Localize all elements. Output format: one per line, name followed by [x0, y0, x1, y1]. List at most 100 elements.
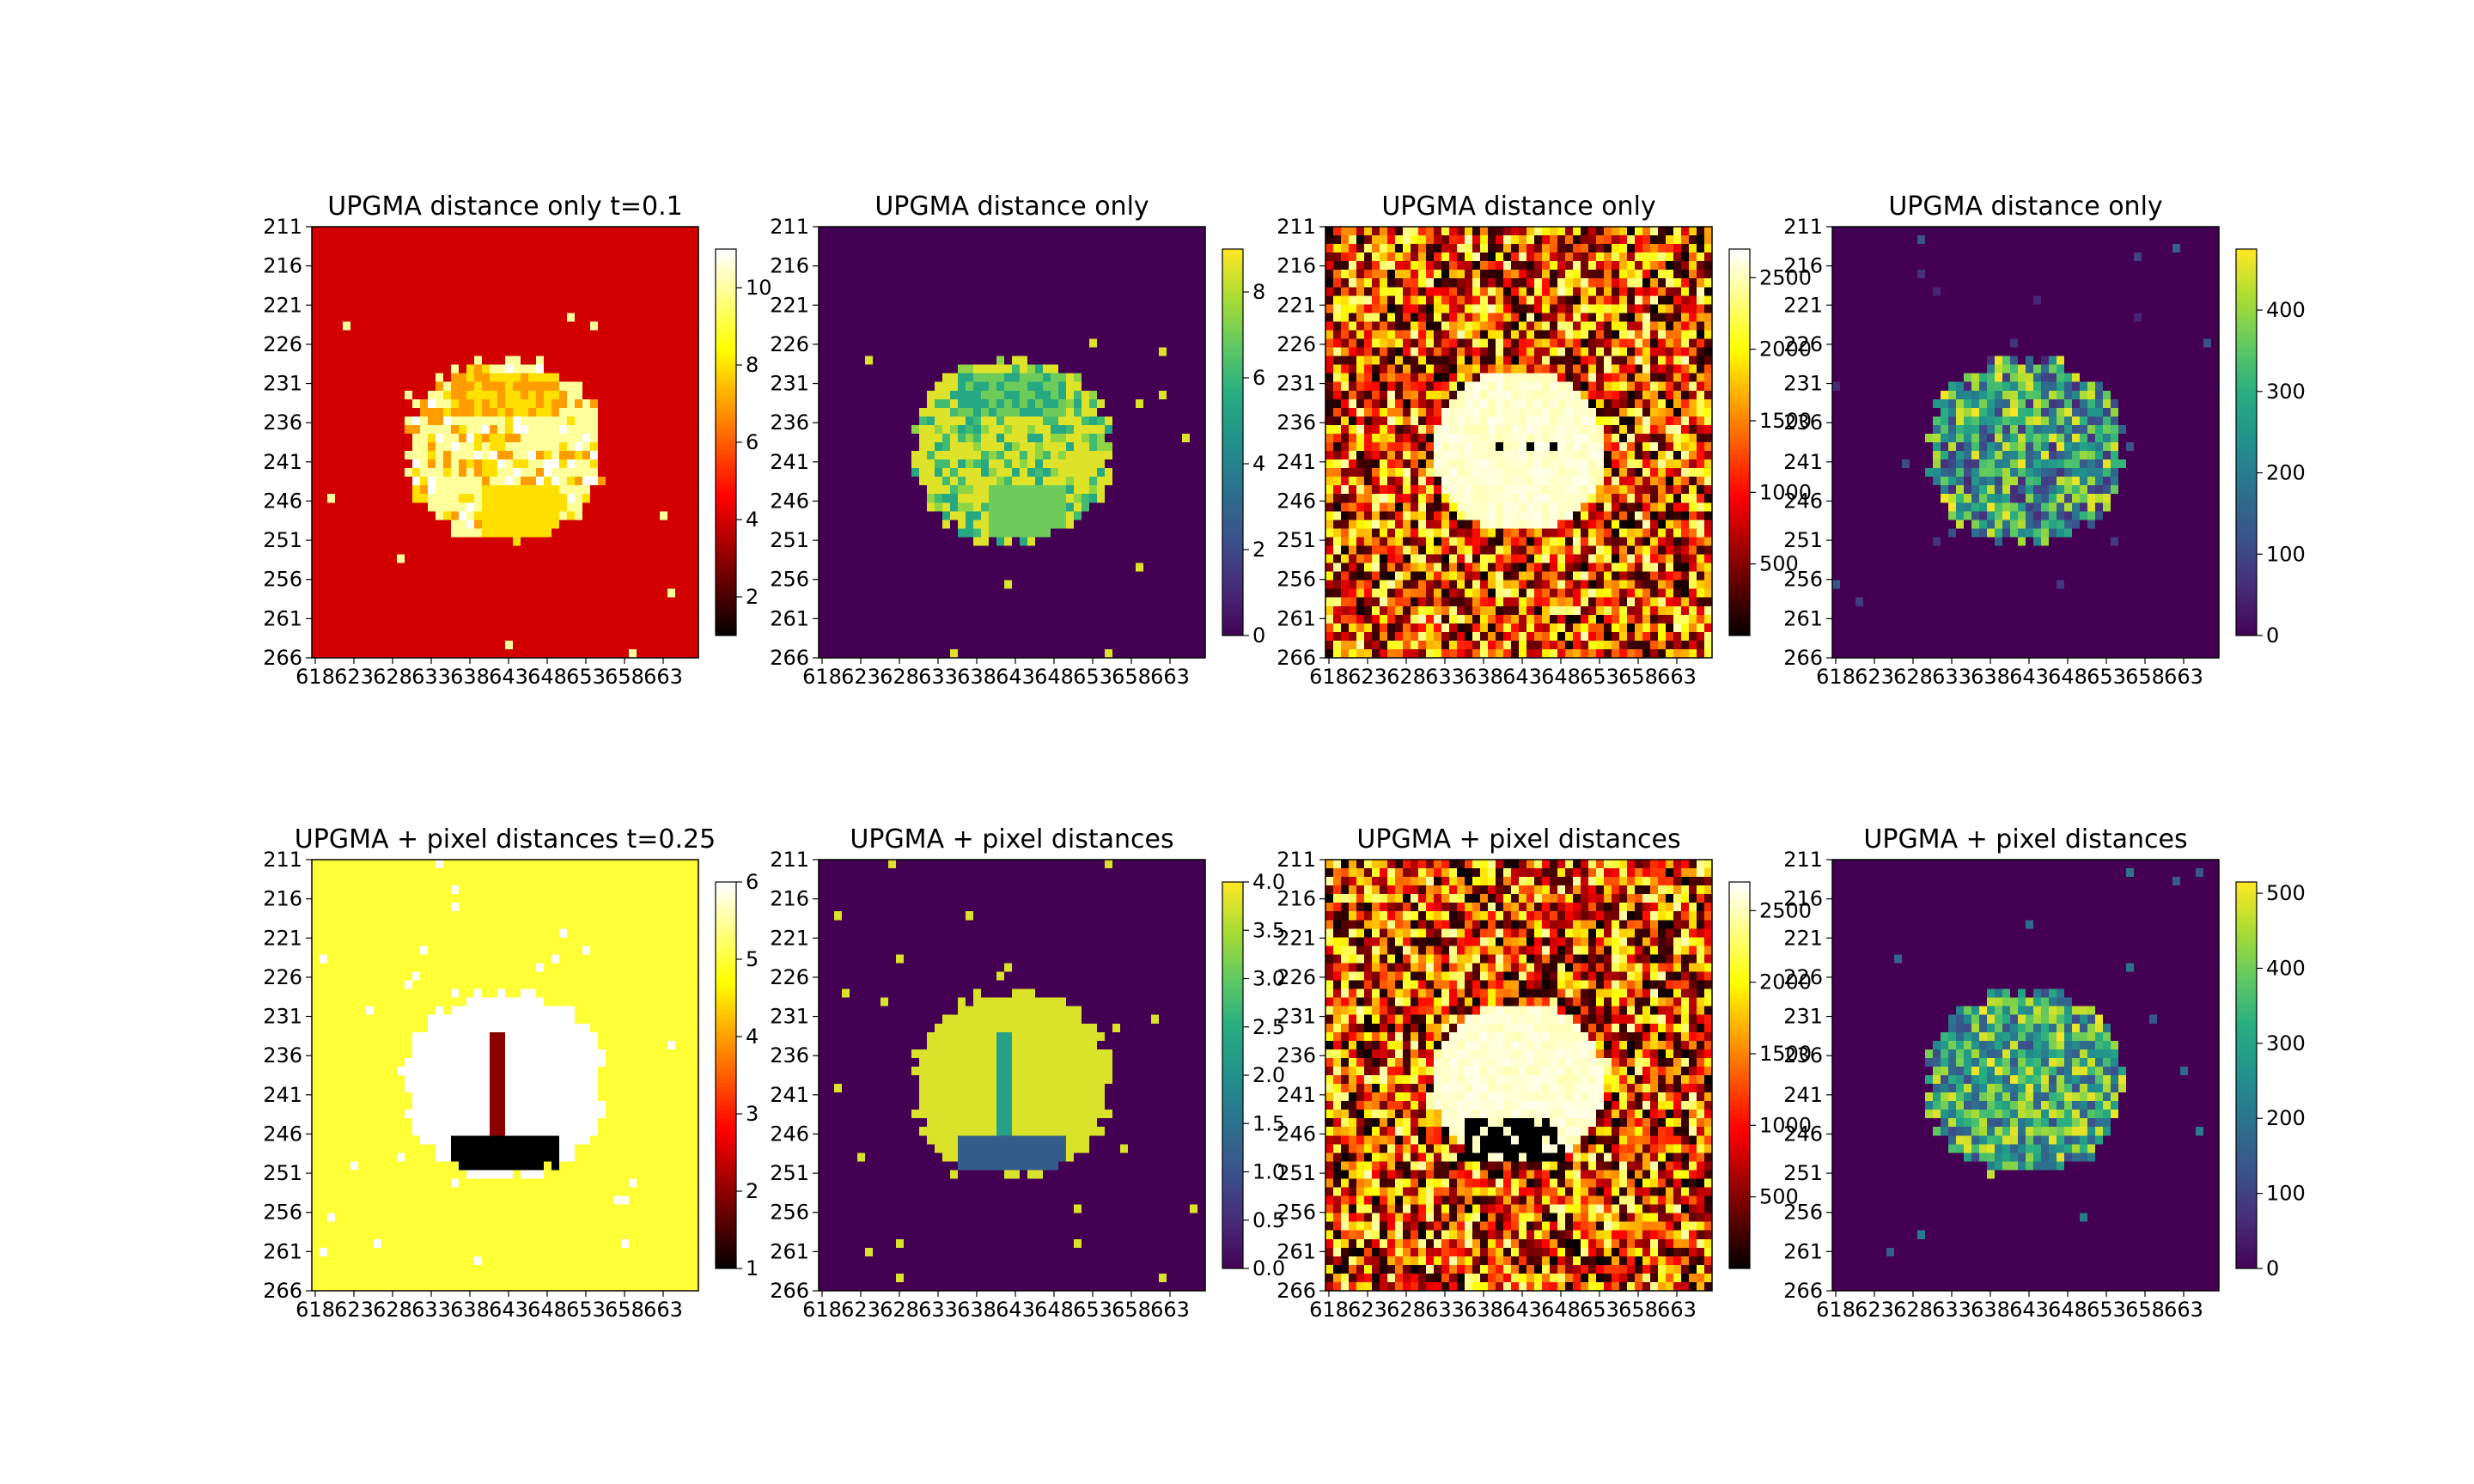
- heatmap-cell: [950, 589, 959, 599]
- heatmap-cell: [366, 348, 375, 357]
- heatmap-cell: [1105, 348, 1113, 357]
- heatmap-cell: [1159, 252, 1167, 262]
- colorbar-segment: [716, 489, 736, 493]
- heatmap-cell: [629, 278, 637, 288]
- heatmap-cell: [644, 417, 653, 426]
- heatmap-cell: [973, 287, 982, 296]
- heatmap-cell: [343, 641, 351, 650]
- heatmap-cell: [888, 485, 897, 495]
- heatmap-cell: [350, 295, 359, 305]
- heatmap-cell: [834, 537, 843, 546]
- heatmap-cell: [683, 537, 692, 546]
- heatmap-cell: [1097, 330, 1106, 339]
- heatmap-cell: [474, 374, 483, 383]
- heatmap-cell: [888, 451, 897, 460]
- heatmap-cell: [927, 365, 935, 374]
- heatmap-cell: [1151, 545, 1160, 555]
- heatmap-cell: [1004, 417, 1013, 426]
- heatmap-cell: [1027, 227, 1036, 236]
- colorbar-segment: [716, 493, 736, 497]
- heatmap-cell: [320, 641, 328, 650]
- heatmap-cell: [1167, 270, 1175, 279]
- heatmap-cell: [335, 511, 344, 520]
- heatmap-cell: [850, 227, 858, 236]
- heatmap-cell: [996, 563, 1005, 573]
- heatmap-cell: [888, 391, 897, 400]
- heatmap-cell: [551, 502, 560, 512]
- heatmap-cell: [1182, 227, 1191, 236]
- heatmap-cell: [513, 572, 521, 581]
- heatmap-cell: [482, 632, 491, 642]
- heatmap-cell: [834, 348, 843, 357]
- heatmap-cell: [873, 581, 881, 590]
- heatmap-cell: [1074, 434, 1082, 443]
- heatmap-cell: [343, 244, 351, 253]
- heatmap-cell: [397, 304, 405, 313]
- heatmap-cell: [420, 339, 429, 349]
- heatmap-cell: [919, 235, 928, 245]
- heatmap-cell: [536, 537, 545, 546]
- heatmap-cell: [358, 425, 367, 435]
- heatmap-cell: [1082, 348, 1090, 357]
- heatmap-cell: [691, 641, 699, 650]
- heatmap-cell: [1097, 598, 1106, 607]
- heatmap-cell: [312, 641, 320, 650]
- heatmap-cell: [660, 459, 668, 469]
- heatmap-cell: [350, 572, 359, 581]
- heatmap-cell: [358, 295, 367, 305]
- heatmap-cell: [1074, 374, 1082, 383]
- heatmap-cell: [911, 589, 920, 599]
- heatmap-cell: [451, 382, 460, 392]
- heatmap-cell: [942, 528, 951, 538]
- heatmap-cell: [1190, 425, 1198, 435]
- heatmap-cell: [1120, 356, 1129, 366]
- heatmap-cell: [966, 278, 974, 288]
- heatmap-cell: [521, 589, 529, 599]
- heatmap-cell: [1012, 459, 1021, 469]
- heatmap-cell: [420, 520, 429, 529]
- heatmap-cell: [536, 598, 545, 607]
- heatmap-cell: [320, 348, 328, 357]
- heatmap-cell: [482, 459, 491, 469]
- heatmap-cell: [644, 623, 653, 633]
- heatmap-cell: [644, 356, 653, 366]
- heatmap-cell: [1143, 563, 1152, 573]
- heatmap-cell: [1128, 606, 1136, 616]
- heatmap-cell: [551, 589, 560, 599]
- heatmap-cell: [567, 330, 576, 339]
- heatmap-cell: [667, 477, 676, 486]
- heatmap-cell: [1105, 537, 1113, 546]
- heatmap-cell: [1074, 278, 1082, 288]
- heatmap-cell: [652, 589, 661, 599]
- heatmap-cell: [935, 374, 943, 383]
- heatmap-cell: [873, 623, 881, 633]
- heatmap-cell: [405, 227, 413, 236]
- heatmap-cell: [1136, 520, 1144, 529]
- heatmap-cell: [1066, 261, 1075, 271]
- heatmap-cell: [575, 528, 583, 538]
- heatmap-cell: [1197, 244, 1206, 253]
- heatmap-cell: [842, 365, 850, 374]
- heatmap-cell: [865, 555, 874, 564]
- heatmap-cell: [551, 348, 560, 357]
- heatmap-cell: [1120, 555, 1129, 564]
- heatmap-cell: [466, 485, 475, 495]
- heatmap-cell: [942, 330, 951, 339]
- heatmap-cell: [451, 356, 460, 366]
- heatmap-cell: [350, 502, 359, 512]
- heatmap-cell: [652, 468, 661, 477]
- heatmap-cell: [911, 339, 920, 349]
- heatmap-cell: [459, 287, 467, 296]
- heatmap-cell: [1089, 598, 1098, 607]
- heatmap-cell: [981, 287, 990, 296]
- heatmap-cell: [1066, 511, 1075, 520]
- heatmap-cell: [358, 408, 367, 417]
- heatmap-cell: [1120, 442, 1129, 452]
- heatmap-cell: [1074, 555, 1082, 564]
- heatmap-cell: [1004, 555, 1013, 564]
- heatmap-cell: [857, 606, 866, 616]
- heatmap-cell: [428, 442, 436, 452]
- heatmap-cell: [888, 477, 897, 486]
- heatmap-cell: [606, 615, 614, 624]
- heatmap-cell: [1089, 442, 1098, 452]
